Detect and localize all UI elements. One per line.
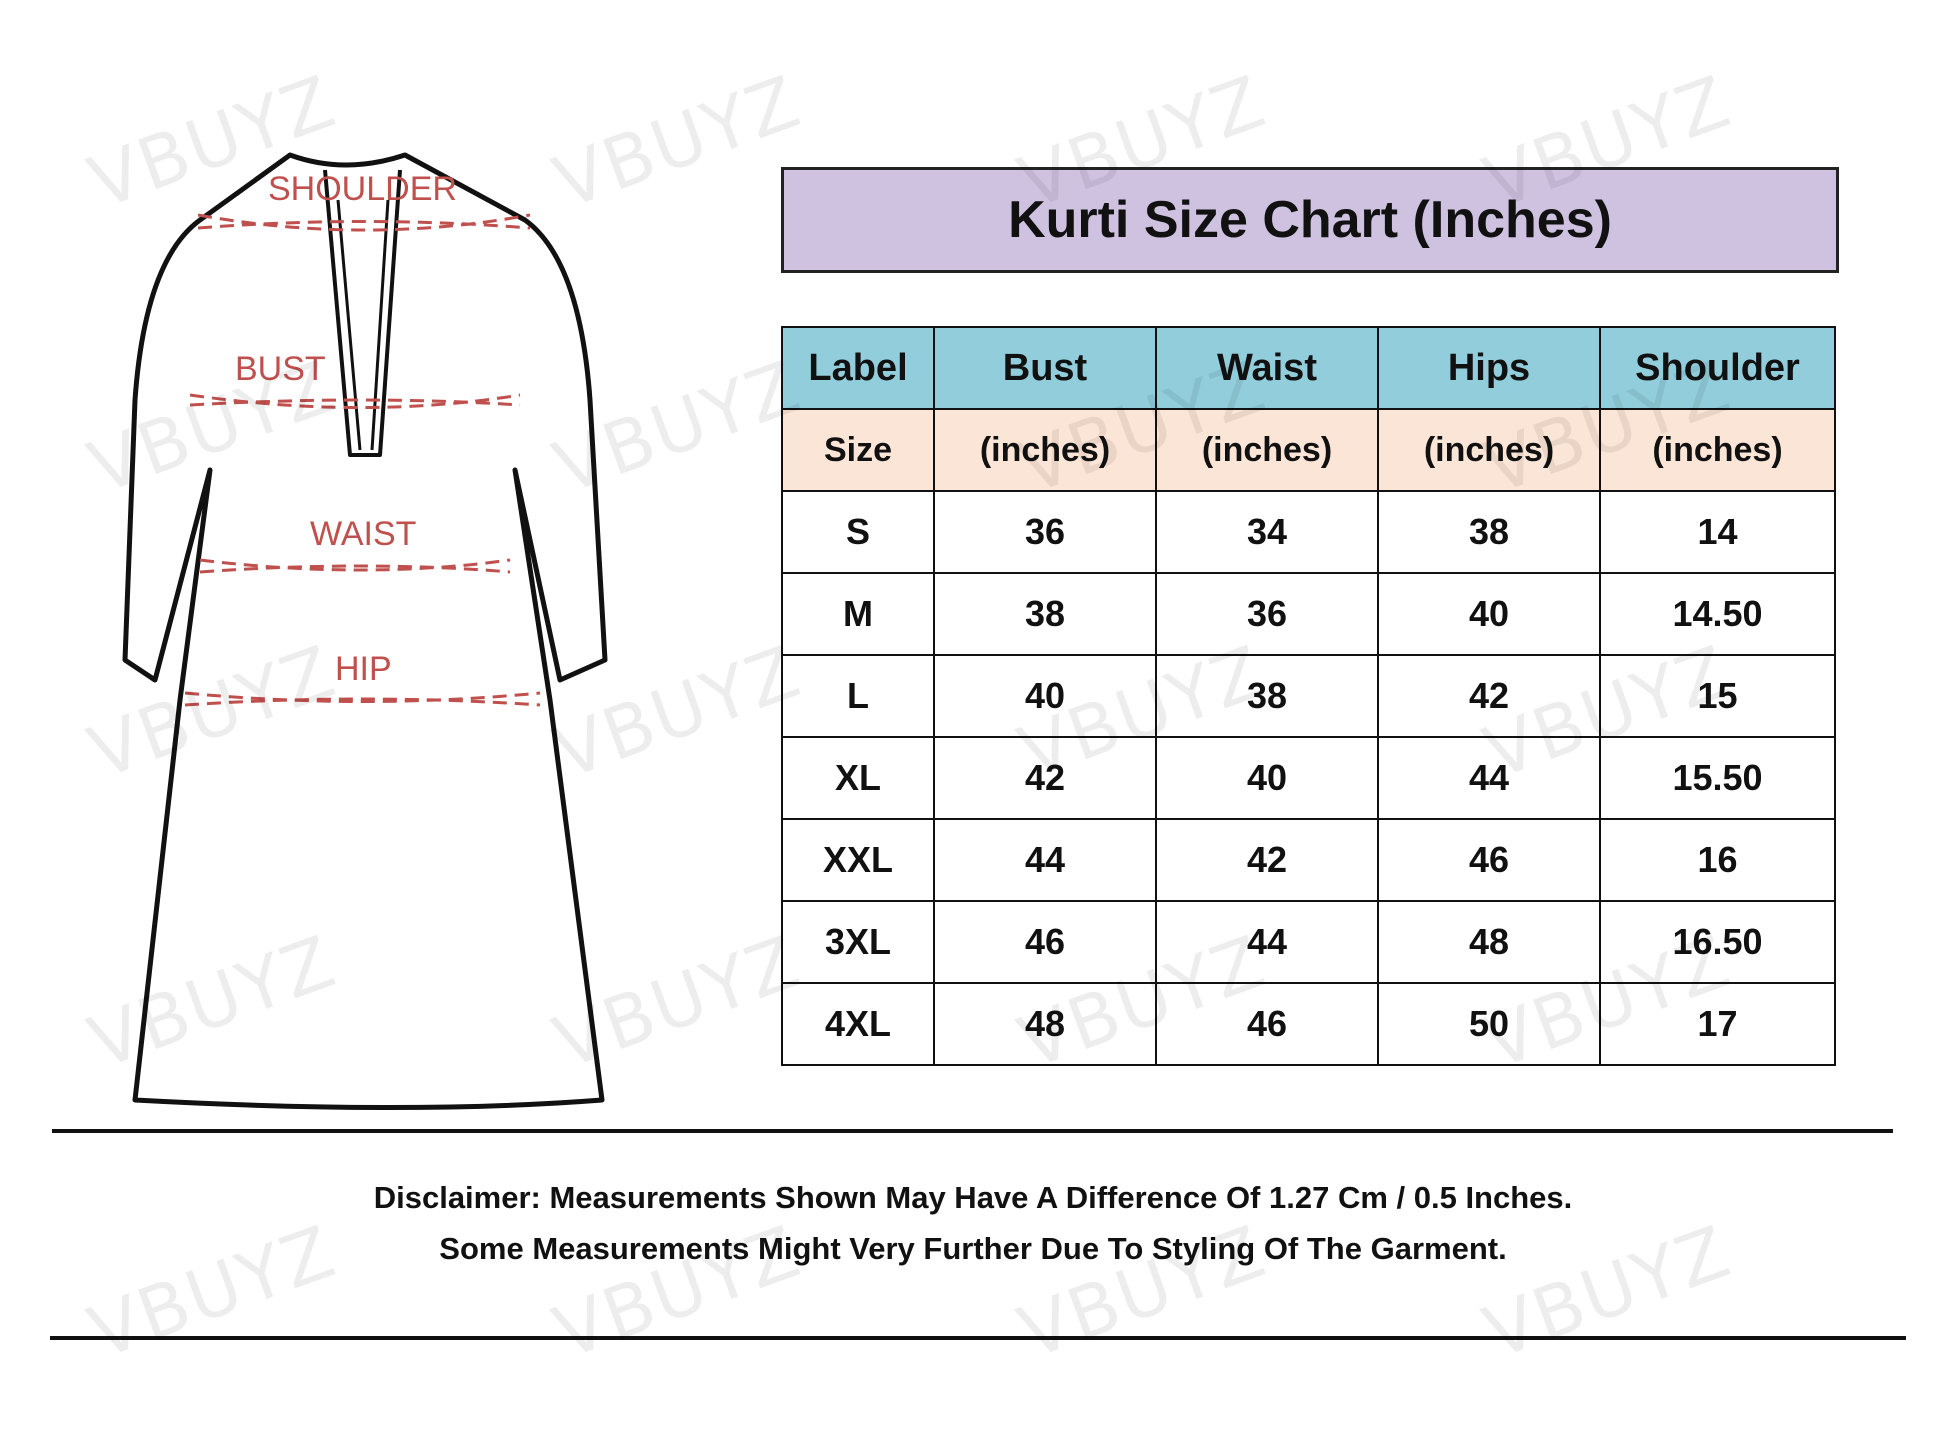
table-cell: 14 — [1599, 490, 1836, 574]
table-cell: 40 — [933, 654, 1157, 738]
subheader-cell: Size — [781, 408, 935, 492]
kurti-diagram: SHOULDER BUST WAIST HIP — [122, 152, 608, 1110]
table-cell: 38 — [933, 572, 1157, 656]
divider-bottom — [50, 1336, 1906, 1340]
table-cell: 17 — [1599, 982, 1836, 1066]
table-cell: 38 — [1155, 654, 1379, 738]
table-cell: 48 — [1377, 900, 1601, 984]
table-cell: 50 — [1377, 982, 1601, 1066]
chart-title-box: Kurti Size Chart (Inches) — [781, 167, 1839, 273]
table-cell: 46 — [1155, 982, 1379, 1066]
table-cell: 36 — [1155, 572, 1379, 656]
bust-label: BUST — [235, 350, 326, 388]
table-cell: 4XL — [781, 982, 935, 1066]
divider-top — [52, 1129, 1893, 1133]
table-row: L 40 38 42 15 — [781, 654, 1836, 738]
table-row: XL 42 40 44 15.50 — [781, 736, 1836, 820]
header-cell: Shoulder — [1599, 326, 1836, 410]
shoulder-label: SHOULDER — [268, 170, 457, 208]
table-cell: 46 — [1377, 818, 1601, 902]
table-cell: 42 — [1155, 818, 1379, 902]
size-table: Label Bust Waist Hips Shoulder Size (inc… — [781, 326, 1836, 1066]
table-cell: 34 — [1155, 490, 1379, 574]
table-cell: 42 — [933, 736, 1157, 820]
table-cell: 16.50 — [1599, 900, 1836, 984]
table-row: 3XL 46 44 48 16.50 — [781, 900, 1836, 984]
table-cell: 40 — [1155, 736, 1379, 820]
header-cell: Hips — [1377, 326, 1601, 410]
subheader-cell: (inches) — [1377, 408, 1601, 492]
header-cell: Waist — [1155, 326, 1379, 410]
header-cell: Label — [781, 326, 935, 410]
table-cell: 14.50 — [1599, 572, 1836, 656]
subheader-cell: (inches) — [1599, 408, 1836, 492]
table-cell: 42 — [1377, 654, 1601, 738]
table-cell: 44 — [1155, 900, 1379, 984]
table-cell: 44 — [933, 818, 1157, 902]
table-cell: 38 — [1377, 490, 1601, 574]
table-cell: M — [781, 572, 935, 656]
table-cell: 16 — [1599, 818, 1836, 902]
table-row: 4XL 48 46 50 17 — [781, 982, 1836, 1066]
subheader-cell: (inches) — [1155, 408, 1379, 492]
table-row: M 38 36 40 14.50 — [781, 572, 1836, 656]
table-cell: 36 — [933, 490, 1157, 574]
table-cell: 40 — [1377, 572, 1601, 656]
subheader-cell: (inches) — [933, 408, 1157, 492]
header-row: Label Bust Waist Hips Shoulder — [781, 326, 1836, 410]
table-row: XXL 44 42 46 16 — [781, 818, 1836, 902]
table-cell: 44 — [1377, 736, 1601, 820]
subheader-row: Size (inches) (inches) (inches) (inches) — [781, 408, 1836, 492]
table-cell: 15 — [1599, 654, 1836, 738]
table-cell: S — [781, 490, 935, 574]
table-cell: 48 — [933, 982, 1157, 1066]
table-cell: 46 — [933, 900, 1157, 984]
chart-title: Kurti Size Chart (Inches) — [1008, 191, 1612, 249]
waist-label: WAIST — [310, 515, 416, 553]
header-cell: Bust — [933, 326, 1157, 410]
table-cell: XXL — [781, 818, 935, 902]
disclaimer-line-1: Disclaimer: Measurements Shown May Have … — [373, 1180, 1573, 1215]
table-cell: 3XL — [781, 900, 935, 984]
table-row: S 36 34 38 14 — [781, 490, 1836, 574]
table-cell: 15.50 — [1599, 736, 1836, 820]
hip-label: HIP — [335, 650, 392, 688]
disclaimer-line-2: Some Measurements Might Very Further Due… — [439, 1231, 1507, 1266]
table-cell: XL — [781, 736, 935, 820]
table-cell: L — [781, 654, 935, 738]
